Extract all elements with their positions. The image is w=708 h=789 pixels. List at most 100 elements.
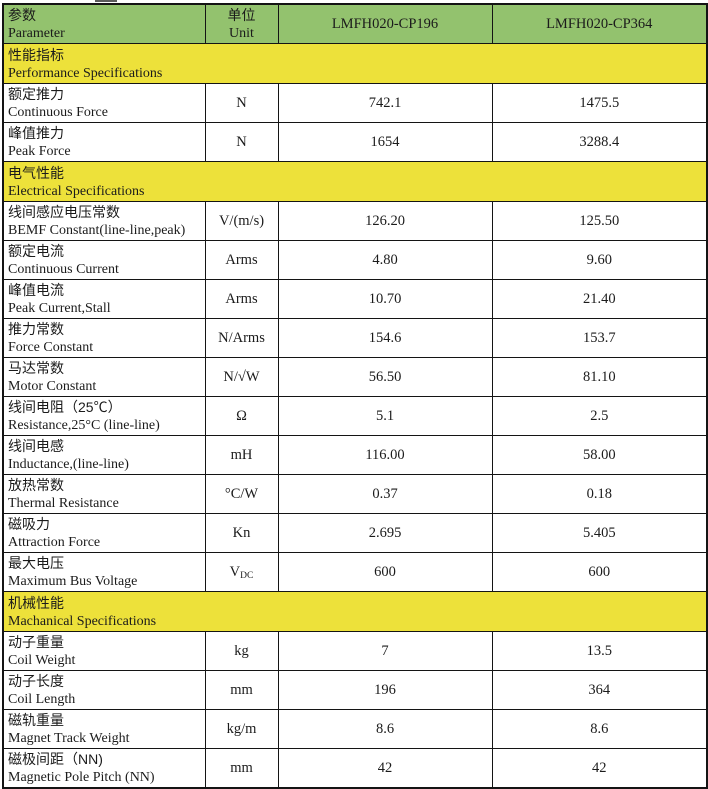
value-cell-cp196: 2.695: [277, 513, 493, 553]
value-cell-cp196: 196: [277, 670, 493, 710]
parameter-cell: 磁极间距（NN) Magnetic Pole Pitch (NN): [2, 748, 206, 789]
section-title-en: Machanical Specifications: [8, 613, 157, 629]
unit-cell: VDC: [204, 552, 279, 592]
value-cell-cp364: 5.405: [491, 513, 708, 553]
parameter-name-zh: 动子长度: [8, 673, 64, 689]
unit-cell: mm: [204, 748, 279, 789]
header-row: 参数 Parameter 单位 Unit LMFH020-CP196 LMFH0…: [2, 3, 708, 44]
header-cell-model-cp364: LMFH020-CP364: [491, 3, 708, 44]
value-cell-cp364: 21.40: [491, 279, 708, 319]
spec-row: 动子重量 Coil Weight kg 7 13.5: [2, 631, 708, 671]
parameter-name-zh: 最大电压: [8, 555, 64, 571]
spec-row: 线间电阻（25℃） Resistance,25°C (line-line) Ω 5.1…: [2, 396, 708, 436]
value-cell-cp196: 7: [277, 631, 493, 671]
value-cell-cp364: 9.60: [491, 240, 708, 280]
spec-row: 额定电流 Continuous Current Arms 4.80 9.60: [2, 240, 708, 280]
parameter-name-zh: 线间电感: [8, 438, 64, 454]
parameter-name-en: Magnetic Pole Pitch (NN): [8, 770, 155, 785]
value-cell-cp364: 2.5: [491, 396, 708, 436]
value-cell-cp196: 126.20: [277, 201, 493, 241]
value-cell-cp364: 3288.4: [491, 122, 708, 162]
parameter-cell: 峰值电流 Peak Current,Stall: [2, 279, 206, 319]
parameter-cell: 动子长度 Coil Length: [2, 670, 206, 710]
parameter-name-zh: 马达常数: [8, 360, 64, 376]
value-cell-cp196: 56.50: [277, 357, 493, 397]
spec-row: 磁极间距（NN) Magnetic Pole Pitch (NN) mm 42 42: [2, 748, 708, 789]
cropped-text-artifact: [95, 0, 117, 2]
unit-cell: V/(m/s): [204, 201, 279, 241]
value-cell-cp196: 154.6: [277, 318, 493, 358]
unit-cell: N: [204, 122, 279, 162]
parameter-name-zh: 峰值电流: [8, 282, 64, 298]
section-title-zh: 电气性能: [8, 164, 64, 181]
unit-cell: °C/W: [204, 474, 279, 514]
section-cell: 电气性能 Electrical Specifications: [2, 161, 708, 202]
parameter-name-zh: 额定推力: [8, 86, 64, 102]
parameter-name-zh: 峰值推力: [8, 125, 64, 141]
value-cell-cp364: 13.5: [491, 631, 708, 671]
parameter-name-zh: 放热常数: [8, 477, 64, 493]
section-row: 电气性能 Electrical Specifications: [2, 161, 708, 202]
spec-row: 放热常数 Thermal Resistance °C/W 0.37 0.18: [2, 474, 708, 514]
unit-cell: Arms: [204, 279, 279, 319]
unit-subscript: DC: [240, 570, 254, 581]
parameter-name-zh: 动子重量: [8, 634, 64, 650]
section-title-en: Performance Specifications: [8, 65, 163, 81]
parameter-name-en: Inductance,(line-line): [8, 457, 129, 472]
spec-row: 线间电感 Inductance,(line-line) mH 116.00 58.00: [2, 435, 708, 475]
spec-table-body: 性能指标 Performance Specifications 额定推力 Contin…: [2, 43, 708, 789]
parameter-name-zh: 磁极间距（NN): [8, 751, 103, 767]
value-cell-cp196: 5.1: [277, 396, 493, 436]
value-cell-cp196: 116.00: [277, 435, 493, 475]
unit-cell: kg/m: [204, 709, 279, 749]
section-title-en: Electrical Specifications: [8, 183, 145, 199]
section-cell: 机械性能 Machanical Specifications: [2, 591, 708, 632]
spec-row: 动子长度 Coil Length mm 196 364: [2, 670, 708, 710]
parameter-cell: 线间感应电压常数 BEMF Constant(line-line,peak): [2, 201, 206, 241]
parameter-cell: 线间电阻（25℃） Resistance,25°C (line-line): [2, 396, 206, 436]
value-cell-cp196: 0.37: [277, 474, 493, 514]
parameter-name-zh: 额定电流: [8, 243, 64, 259]
parameter-cell: 额定推力 Continuous Force: [2, 83, 206, 123]
value-cell-cp196: 42: [277, 748, 493, 789]
value-cell-cp364: 364: [491, 670, 708, 710]
value-cell-cp364: 125.50: [491, 201, 708, 241]
value-cell-cp196: 8.6: [277, 709, 493, 749]
parameter-name-en: Motor Constant: [8, 379, 97, 394]
parameter-name-en: Continuous Current: [8, 262, 119, 277]
value-cell-cp364: 58.00: [491, 435, 708, 475]
parameter-name-en: Peak Current,Stall: [8, 301, 111, 316]
unit-cell: Arms: [204, 240, 279, 280]
parameter-name-en: Continuous Force: [8, 105, 108, 120]
value-cell-cp364: 1475.5: [491, 83, 708, 123]
unit-cell: Kn: [204, 513, 279, 553]
spec-row: 马达常数 Motor Constant N/√W 56.50 81.10: [2, 357, 708, 397]
spec-table: 参数 Parameter 单位 Unit LMFH020-CP196 LMFH0…: [2, 3, 708, 789]
value-cell-cp364: 0.18: [491, 474, 708, 514]
parameter-cell: 马达常数 Motor Constant: [2, 357, 206, 397]
section-title-zh: 性能指标: [8, 46, 64, 63]
spec-row: 最大电压 Maximum Bus Voltage VDC 600 600: [2, 552, 708, 592]
value-cell-cp196: 742.1: [277, 83, 493, 123]
parameter-name-en: Coil Weight: [8, 653, 76, 668]
parameter-name-en: Peak Force: [8, 144, 71, 159]
unit-cell: mH: [204, 435, 279, 475]
parameter-cell: 线间电感 Inductance,(line-line): [2, 435, 206, 475]
value-cell-cp196: 1654: [277, 122, 493, 162]
unit-cell: mm: [204, 670, 279, 710]
unit-cell: Ω: [204, 396, 279, 436]
parameter-cell: 峰值推力 Peak Force: [2, 122, 206, 162]
parameter-name-en: BEMF Constant(line-line,peak): [8, 223, 186, 238]
spec-row: 推力常数 Force Constant N/Arms 154.6 153.7: [2, 318, 708, 358]
section-row: 机械性能 Machanical Specifications: [2, 591, 708, 632]
value-cell-cp196: 600: [277, 552, 493, 592]
parameter-name-en: Coil Length: [8, 692, 76, 707]
value-cell-cp196: 4.80: [277, 240, 493, 280]
section-title-zh: 机械性能: [8, 594, 64, 611]
spec-row: 磁吸力 Attraction Force Kn 2.695 5.405: [2, 513, 708, 553]
value-cell-cp364: 42: [491, 748, 708, 789]
header-parameter-en: Parameter: [8, 26, 65, 41]
parameter-name-en: Resistance,25°C (line-line): [8, 418, 160, 433]
value-cell-cp364: 8.6: [491, 709, 708, 749]
